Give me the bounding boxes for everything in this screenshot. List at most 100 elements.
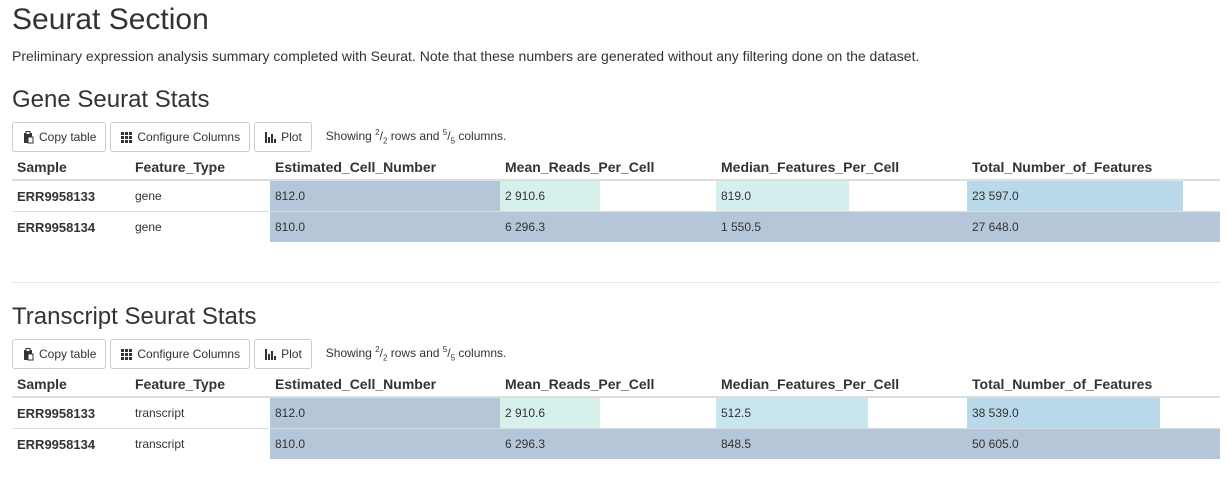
- copy-table-label: Copy table: [39, 347, 97, 361]
- value-bar: [270, 398, 500, 428]
- value-bar: [716, 181, 849, 211]
- cell-estimated-cell-number: 812.0: [270, 180, 500, 212]
- cell-value: 1 550.5: [721, 220, 762, 234]
- value-bar: [270, 429, 500, 459]
- gene-copy-table-button[interactable]: Copy table: [12, 122, 107, 152]
- transcript-table-toolbar: Copy table Configure Columns Plot Showin…: [12, 339, 1220, 369]
- cell-value: 812.0: [275, 406, 306, 420]
- plot-label: Plot: [281, 130, 302, 144]
- copy-table-label: Copy table: [39, 130, 97, 144]
- gene-stats-table: Sample Feature_Type Estimated_Cell_Numbe…: [12, 154, 1220, 242]
- column-header-total-number-of-features[interactable]: Total_Number_of_Features: [967, 371, 1220, 398]
- cell-total-number-of-features: 23 597.0: [967, 180, 1220, 212]
- transcript-copy-table-button[interactable]: Copy table: [12, 339, 107, 369]
- gene-stats-title: Gene Seurat Stats: [12, 86, 210, 113]
- table-row: ERR9958133 gene 812.0 2 910.6 819.0 23 597.0: [12, 180, 1220, 212]
- transcript-stats-table: Sample Feature_Type Estimated_Cell_Numbe…: [12, 371, 1220, 459]
- cell-sample: ERR9958134: [12, 211, 130, 242]
- gene-configure-columns-button[interactable]: Configure Columns: [110, 122, 251, 152]
- configure-columns-label: Configure Columns: [137, 347, 241, 361]
- bar-chart-icon: [264, 348, 277, 361]
- column-header-median-features-per-cell[interactable]: Median_Features_Per_Cell: [716, 371, 967, 398]
- grid-icon: [120, 131, 133, 144]
- clipboard-icon: [22, 130, 35, 144]
- column-header-feature-type[interactable]: Feature_Type: [130, 371, 270, 398]
- cell-estimated-cell-number: 810.0: [270, 211, 500, 242]
- gene-table-toolbar: Copy table Configure Columns Plot Showin…: [12, 122, 1220, 152]
- cell-sample: ERR9958133: [17, 188, 96, 204]
- cell-value: 810.0: [275, 437, 306, 451]
- cell-estimated-cell-number: 810.0: [270, 428, 500, 459]
- cell-value: 2 910.6: [505, 189, 546, 203]
- cell-total-number-of-features: 38 539.0: [967, 397, 1220, 429]
- cell-median-features-per-cell: 819.0: [716, 180, 967, 212]
- transcript-stats-title: Transcript Seurat Stats: [12, 303, 257, 330]
- table-header-row: Sample Feature_Type Estimated_Cell_Numbe…: [12, 154, 1220, 181]
- gene-rows-columns-summary: Showing 2/2 rows and 5/5 columns.: [325, 128, 507, 146]
- gene-plot-button[interactable]: Plot: [254, 122, 312, 152]
- cell-sample: ERR9958134: [12, 428, 130, 459]
- grid-icon: [120, 348, 133, 361]
- value-bar: [270, 181, 500, 211]
- column-header-total-number-of-features[interactable]: Total_Number_of_Features: [967, 154, 1220, 181]
- clipboard-icon: [22, 347, 35, 361]
- column-header-sample[interactable]: Sample: [12, 371, 130, 398]
- cell-mean-reads-per-cell: 2 910.6: [500, 180, 716, 212]
- column-header-estimated-cell-number[interactable]: Estimated_Cell_Number: [270, 371, 500, 398]
- transcript-configure-columns-button[interactable]: Configure Columns: [110, 339, 251, 369]
- page-title: Seurat Section: [12, 3, 209, 36]
- table-row: ERR9958134 transcript 810.0 6 296.3 848.5 50 …: [12, 428, 1220, 459]
- table-row: ERR9958134 gene 810.0 6 296.3 1 550.5 27 648.…: [12, 211, 1220, 242]
- cell-value: 810.0: [275, 220, 306, 234]
- cell-value: 27 648.0: [972, 220, 1019, 234]
- value-bar: [967, 429, 1220, 459]
- table-row: ERR9958133 transcript 812.0 2 910.6 512.5 38 …: [12, 397, 1220, 429]
- cell-total-number-of-features: 50 605.0: [967, 428, 1220, 459]
- cell-value: 812.0: [275, 189, 306, 203]
- value-bar: [500, 212, 716, 242]
- cell-value: 848.5: [721, 437, 752, 451]
- value-bar: [967, 398, 1160, 428]
- transcript-plot-button[interactable]: Plot: [254, 339, 312, 369]
- cell-median-features-per-cell: 848.5: [716, 428, 967, 459]
- cell-value: 6 296.3: [505, 220, 546, 234]
- cell-value: 819.0: [721, 189, 752, 203]
- section-divider: [12, 282, 1220, 283]
- value-bar: [500, 429, 716, 459]
- bar-chart-icon: [264, 131, 277, 144]
- column-header-mean-reads-per-cell[interactable]: Mean_Reads_Per_Cell: [500, 154, 716, 181]
- column-header-mean-reads-per-cell[interactable]: Mean_Reads_Per_Cell: [500, 371, 716, 398]
- cell-total-number-of-features: 27 648.0: [967, 211, 1220, 242]
- cell-median-features-per-cell: 1 550.5: [716, 211, 967, 242]
- cell-value: 38 539.0: [972, 406, 1019, 420]
- cell-mean-reads-per-cell: 2 910.6: [500, 397, 716, 429]
- cell-value: 50 605.0: [972, 437, 1019, 451]
- cell-feature-type: transcript: [130, 428, 270, 459]
- section-description: Preliminary expression analysis summary …: [12, 48, 920, 64]
- column-header-median-features-per-cell[interactable]: Median_Features_Per_Cell: [716, 154, 967, 181]
- value-bar: [967, 181, 1183, 211]
- cell-value: 6 296.3: [505, 437, 546, 451]
- cell-feature-type: gene: [130, 211, 270, 242]
- value-bar: [500, 181, 601, 211]
- value-bar: [500, 398, 601, 428]
- cell-median-features-per-cell: 512.5: [716, 397, 967, 429]
- cell-mean-reads-per-cell: 6 296.3: [500, 428, 716, 459]
- value-bar: [270, 212, 500, 242]
- cell-value: 2 910.6: [505, 406, 546, 420]
- table-header-row: Sample Feature_Type Estimated_Cell_Numbe…: [12, 371, 1220, 398]
- cell-feature-type: gene: [135, 189, 162, 203]
- transcript-rows-columns-summary: Showing 2/2 rows and 5/5 columns.: [325, 345, 507, 363]
- column-header-sample[interactable]: Sample: [12, 154, 130, 181]
- cell-estimated-cell-number: 812.0: [270, 397, 500, 429]
- column-header-feature-type[interactable]: Feature_Type: [130, 154, 270, 181]
- cell-value: 512.5: [721, 406, 752, 420]
- cell-feature-type: transcript: [135, 406, 185, 420]
- cell-sample: ERR9958133: [17, 405, 96, 421]
- column-header-estimated-cell-number[interactable]: Estimated_Cell_Number: [270, 154, 500, 181]
- value-bar: [716, 212, 967, 242]
- plot-label: Plot: [281, 347, 302, 361]
- configure-columns-label: Configure Columns: [137, 130, 241, 144]
- value-bar: [716, 429, 967, 459]
